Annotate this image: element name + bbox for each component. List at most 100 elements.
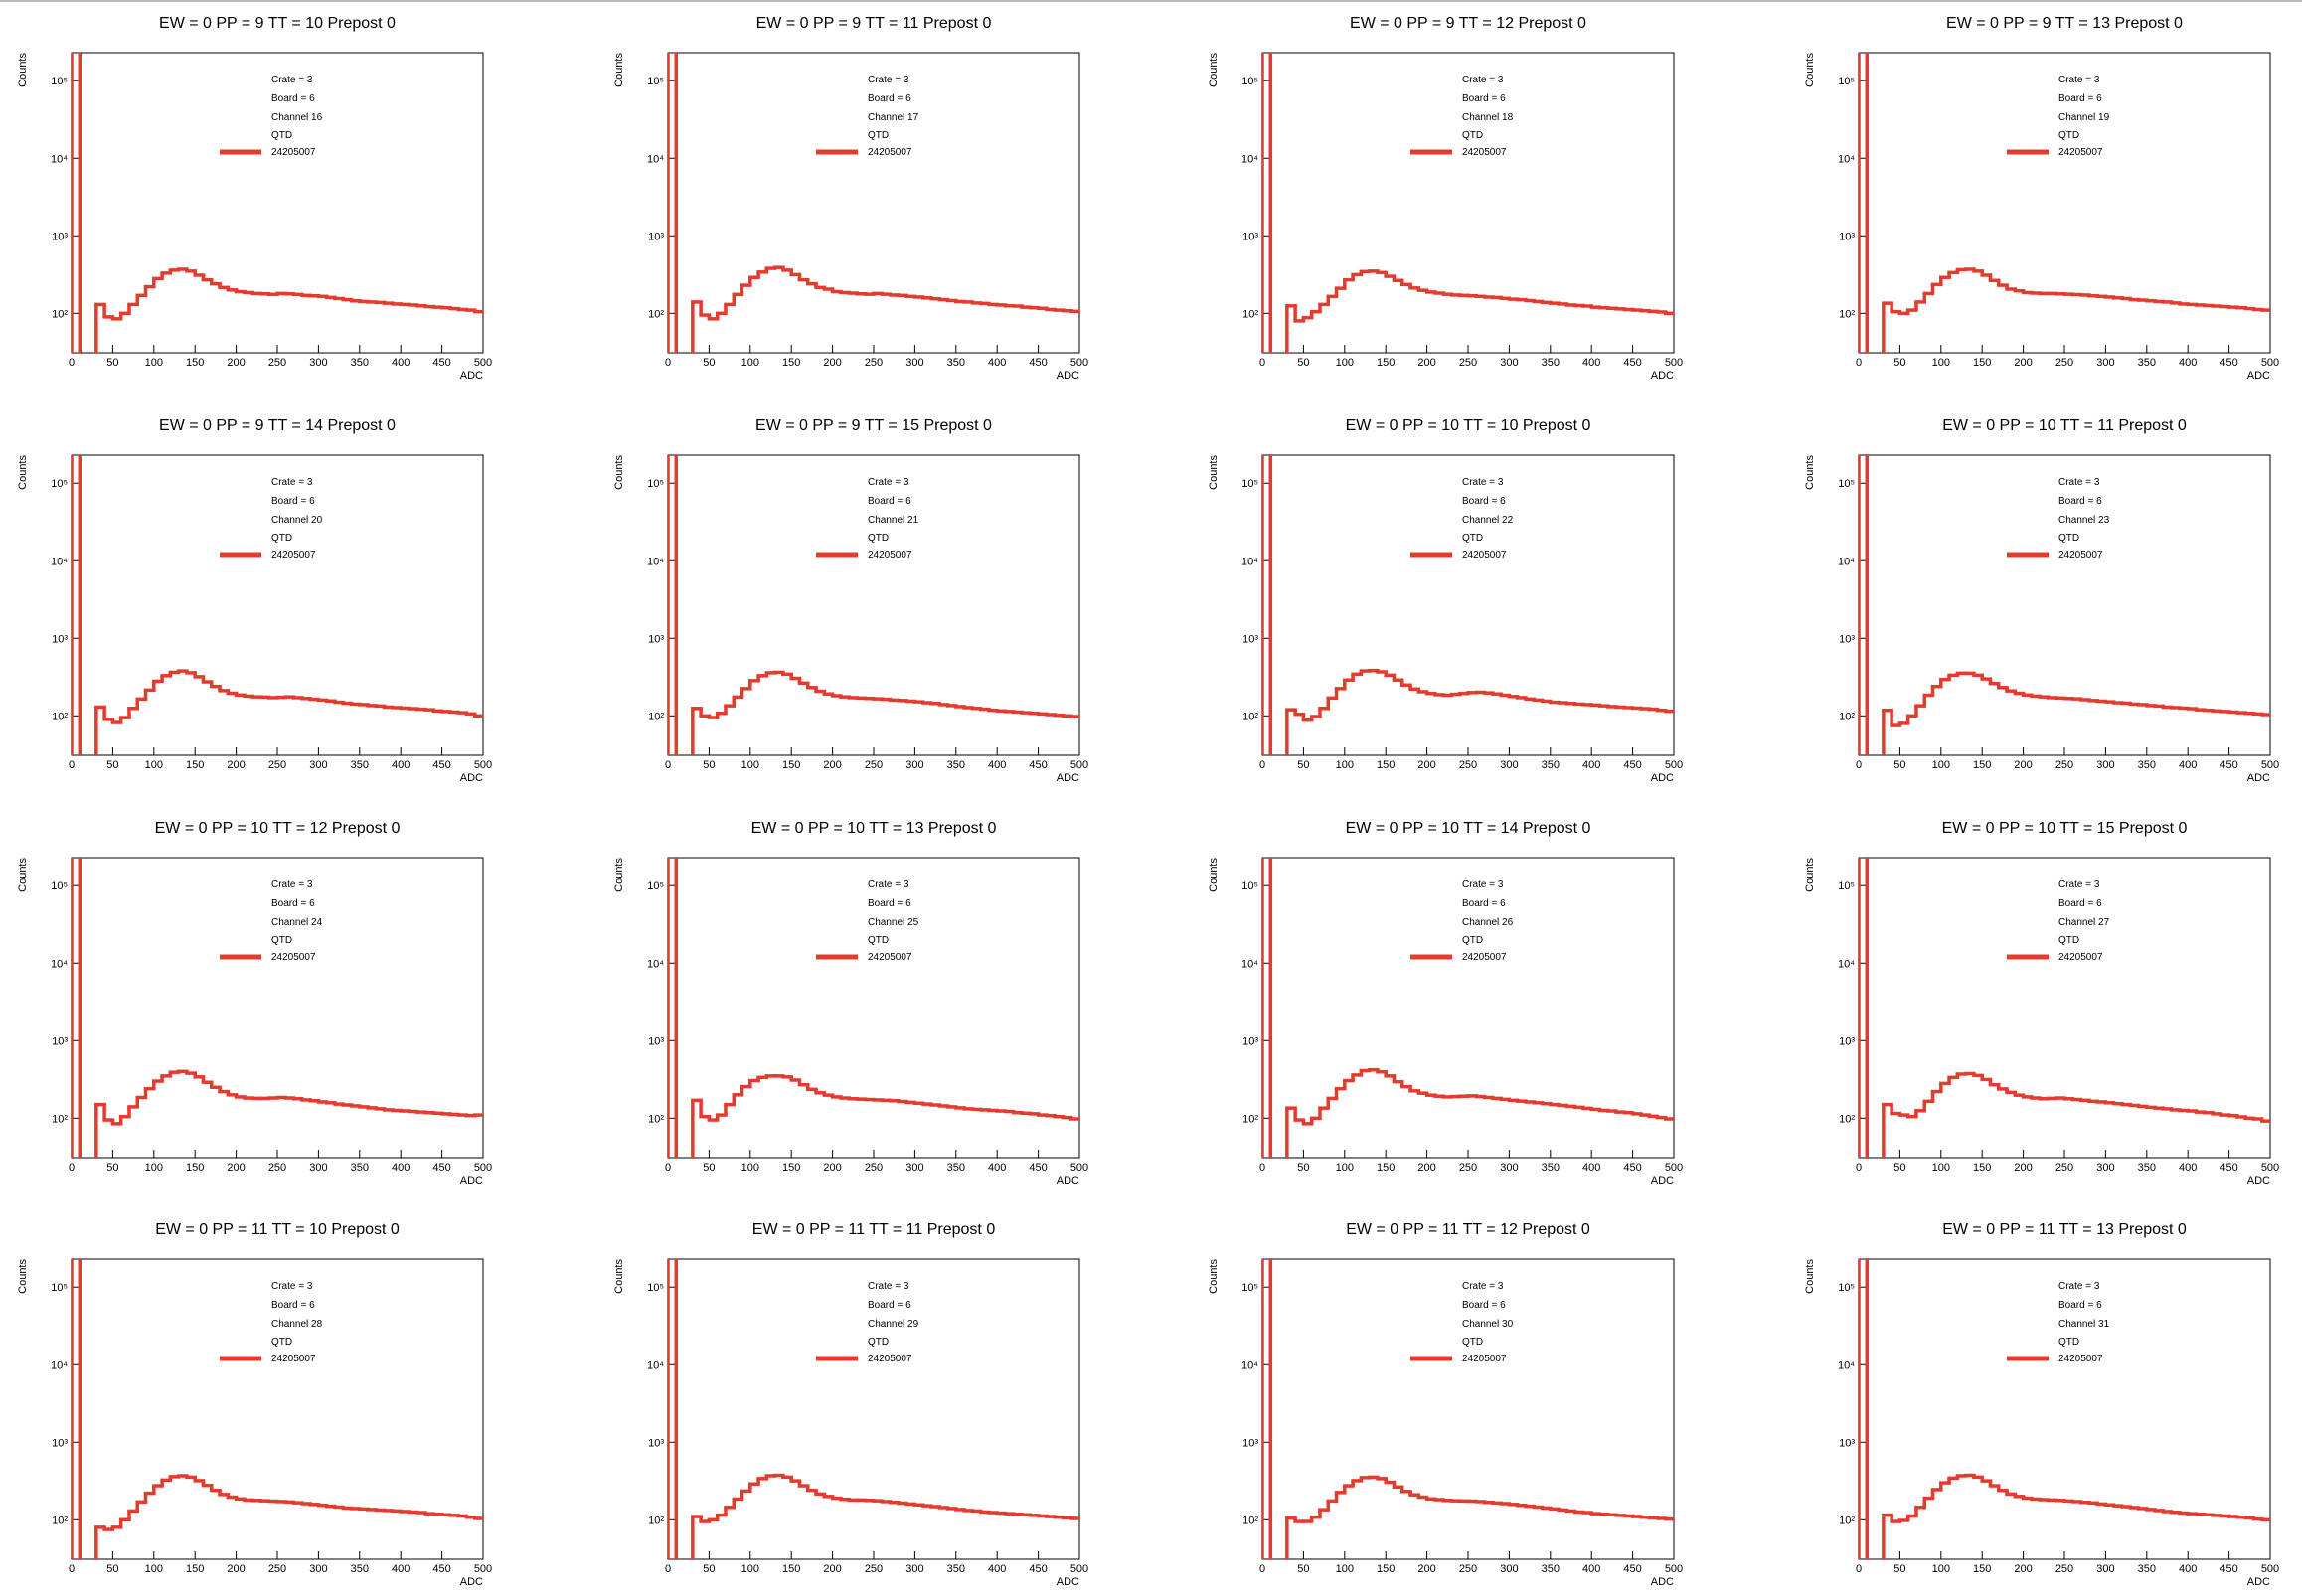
y-tick-label: 10⁵ (1241, 1282, 1258, 1294)
legend-label: 24205007 (1462, 1354, 1507, 1364)
chart-title: EW = 0 PP = 9 TT = 10 Prepost 0 (159, 15, 396, 32)
x-axis-label: ADC (460, 370, 483, 382)
y-tick-label: 10³ (1839, 231, 1855, 242)
y-axis-label: Counts (17, 1259, 29, 1294)
x-tick-label: 200 (1417, 1162, 1435, 1174)
x-tick-label: 50 (703, 1162, 715, 1174)
x-tick-label: 300 (1500, 1563, 1518, 1575)
legend-text: Board = 6 (868, 496, 911, 507)
legend-text: Board = 6 (271, 93, 315, 104)
y-axis-label: Counts (613, 53, 625, 87)
legend-text: Channel 28 (271, 1319, 323, 1330)
x-tick-label: 350 (1542, 357, 1560, 369)
x-tick-label: 300 (309, 357, 327, 369)
x-tick-label: 300 (1500, 1162, 1518, 1174)
y-tick-label: 10² (648, 711, 664, 722)
chart-title: EW = 0 PP = 10 TT = 14 Prepost 0 (1346, 820, 1591, 837)
x-tick-label: 0 (1259, 1563, 1265, 1575)
legend-text: Board = 6 (868, 93, 911, 104)
y-tick-label: 10² (648, 308, 664, 320)
histogram-panel: EW = 0 PP = 10 TT = 11 Prepost 0 0 50 100 15… (1804, 417, 2279, 784)
x-tick-label: 50 (1297, 1162, 1309, 1174)
y-tick-label: 10⁵ (647, 76, 664, 87)
legend-text: QTD (868, 533, 889, 544)
x-tick-label: 0 (665, 1563, 671, 1575)
y-tick-label: 10⁵ (1241, 880, 1258, 892)
legend-text: Board = 6 (1462, 1300, 1506, 1311)
x-tick-label: 150 (186, 1162, 204, 1174)
x-tick-label: 100 (741, 759, 759, 771)
legend-text: QTD (271, 1337, 292, 1348)
x-tick-label: 350 (2138, 1162, 2156, 1174)
x-axis-label: ADC (460, 1576, 483, 1588)
legend-label: 24205007 (271, 952, 316, 963)
legend-label: 24205007 (271, 550, 316, 560)
x-tick-label: 450 (1029, 1162, 1047, 1174)
x-tick-label: 400 (2179, 1563, 2197, 1575)
chart-title: EW = 0 PP = 9 TT = 13 Prepost 0 (1946, 15, 2183, 32)
x-axis-label: ADC (2247, 370, 2270, 382)
x-tick-label: 500 (2261, 357, 2279, 369)
x-tick-label: 100 (1932, 1162, 1950, 1174)
legend-text: QTD (2058, 533, 2079, 544)
x-tick-label: 450 (432, 1563, 450, 1575)
legend-label: 24205007 (1462, 550, 1507, 560)
y-tick-label: 10² (1839, 1113, 1855, 1125)
x-tick-label: 250 (1459, 1563, 1477, 1575)
chart-title: EW = 0 PP = 11 TT = 13 Prepost 0 (1942, 1221, 2187, 1238)
y-tick-label: 10³ (648, 1437, 664, 1449)
x-tick-label: 150 (782, 1162, 800, 1174)
x-tick-label: 350 (1542, 1563, 1560, 1575)
y-tick-label: 10⁴ (1241, 556, 1258, 567)
x-tick-label: 350 (351, 1563, 369, 1575)
x-tick-label: 200 (1417, 1563, 1435, 1575)
legend-text: Channel 19 (2058, 112, 2110, 123)
legend-text: Channel 17 (868, 112, 919, 123)
legend-text: Channel 30 (1462, 1319, 1514, 1330)
x-tick-label: 150 (186, 357, 204, 369)
legend-text: Channel 21 (868, 515, 919, 526)
y-tick-label: 10² (52, 1515, 68, 1526)
y-axis-label: Counts (17, 858, 29, 892)
x-tick-label: 50 (703, 1563, 715, 1575)
x-tick-label: 0 (665, 357, 671, 369)
legend-text: Crate = 3 (271, 879, 313, 890)
x-axis-label: ADC (2247, 1175, 2270, 1187)
x-tick-label: 400 (988, 759, 1006, 771)
y-tick-label: 10⁴ (647, 153, 664, 165)
legend-text: Board = 6 (2058, 1300, 2102, 1311)
histogram-panel: EW = 0 PP = 9 TT = 13 Prepost 0 0 50 100 150… (1804, 15, 2279, 382)
legend-text: Channel 24 (271, 917, 323, 928)
y-tick-label: 10⁴ (51, 153, 68, 165)
x-tick-label: 350 (947, 1162, 965, 1174)
x-tick-label: 0 (1259, 759, 1265, 771)
x-axis-label: ADC (1651, 1175, 1674, 1187)
x-tick-label: 250 (268, 1162, 286, 1174)
legend-text: Channel 18 (1462, 112, 1514, 123)
legend-text: QTD (2058, 1337, 2079, 1348)
legend-label: 24205007 (2058, 952, 2103, 963)
x-tick-label: 400 (392, 1162, 410, 1174)
x-tick-label: 200 (823, 1162, 841, 1174)
x-tick-label: 200 (227, 1563, 245, 1575)
x-tick-label: 200 (823, 357, 841, 369)
y-tick-label: 10³ (52, 633, 68, 645)
x-tick-label: 450 (432, 357, 450, 369)
x-tick-label: 200 (2014, 1563, 2032, 1575)
y-tick-label: 10³ (1242, 1036, 1258, 1047)
legend-text: Board = 6 (868, 898, 911, 909)
x-axis-label: ADC (1057, 370, 1079, 382)
x-tick-label: 150 (782, 357, 800, 369)
x-tick-label: 0 (69, 357, 75, 369)
legend-text: Crate = 3 (271, 75, 313, 85)
x-tick-label: 500 (2261, 1563, 2279, 1575)
x-tick-label: 500 (1070, 1563, 1088, 1575)
y-tick-label: 10⁵ (51, 478, 68, 490)
y-tick-label: 10³ (1242, 231, 1258, 242)
x-tick-label: 250 (2055, 1563, 2073, 1575)
y-tick-label: 10⁵ (1838, 76, 1855, 87)
x-axis-label: ADC (1057, 772, 1079, 784)
x-tick-label: 300 (309, 759, 327, 771)
